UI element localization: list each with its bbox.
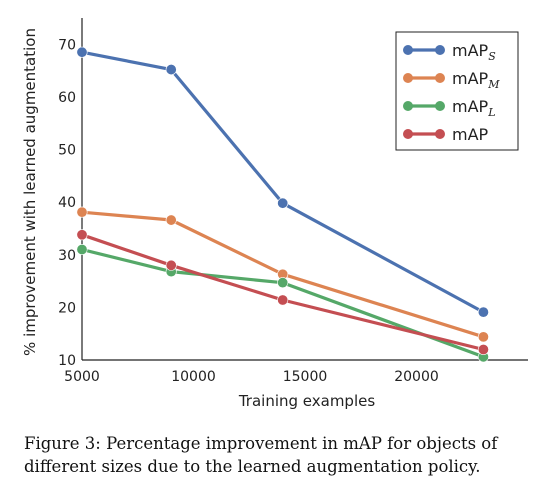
figure-caption: Figure 3: Percentage improvement in mAP … — [24, 432, 536, 478]
y-tick-label: 10 — [58, 353, 76, 369]
legend: mAPS mAPM mAPL mAP — [395, 31, 519, 151]
data-point — [477, 306, 489, 318]
x-tick-label: 10000 — [171, 369, 216, 385]
legend-box — [395, 31, 519, 151]
x-tick-label: 5000 — [64, 369, 100, 385]
legend-label-2: mAPL — [452, 97, 496, 119]
y-tick-label: 70 — [58, 37, 76, 53]
caption-text: Percentage improvement in mAP for object… — [24, 434, 498, 476]
series-line-1 — [80, 210, 485, 339]
legend-marker — [403, 45, 413, 55]
y-tick-label: 30 — [58, 248, 76, 264]
caption-label: Figure 3: — [24, 434, 101, 453]
y-tick-label: 40 — [58, 195, 76, 211]
data-point — [76, 206, 88, 218]
legend-marker — [435, 73, 445, 83]
legend-label-3: mAP — [452, 125, 489, 144]
legend-marker — [435, 45, 445, 55]
series-points — [76, 46, 489, 363]
legend-marker — [403, 129, 413, 139]
data-point — [277, 277, 289, 289]
legend-marker — [435, 129, 445, 139]
series-line-0 — [80, 50, 485, 314]
legend-label-0: mAPS — [452, 41, 496, 63]
series-lines — [80, 50, 485, 359]
legend-marker — [403, 73, 413, 83]
x-axis-label: Training examples — [238, 392, 376, 410]
data-point — [165, 214, 177, 226]
y-tick-label: 20 — [58, 300, 76, 316]
series-line-2 — [80, 247, 485, 359]
data-point — [277, 197, 289, 209]
line-chart: 5000 10000 15000 20000 10 20 30 40 50 60 70 Traini… — [21, 18, 528, 410]
y-tick-label: 60 — [58, 90, 76, 106]
tick-labels: 5000 10000 15000 20000 10 20 30 40 50 60 70 — [58, 37, 439, 385]
x-tick-label: 15000 — [283, 369, 328, 385]
data-point — [76, 229, 88, 241]
series-line-3 — [80, 233, 485, 352]
legend-marker — [403, 101, 413, 111]
data-point — [277, 294, 289, 306]
data-point — [76, 46, 88, 58]
legend-label-1: mAPM — [452, 69, 500, 91]
data-point — [165, 259, 177, 271]
data-point — [477, 343, 489, 355]
y-axis-label: % improvement with learned augmentation — [21, 28, 39, 356]
y-tick-label: 50 — [58, 143, 76, 159]
data-point — [76, 244, 88, 256]
x-tick-label: 20000 — [394, 369, 439, 385]
data-point — [165, 64, 177, 76]
legend-marker — [435, 101, 445, 111]
data-point — [477, 331, 489, 343]
axes — [81, 18, 528, 361]
